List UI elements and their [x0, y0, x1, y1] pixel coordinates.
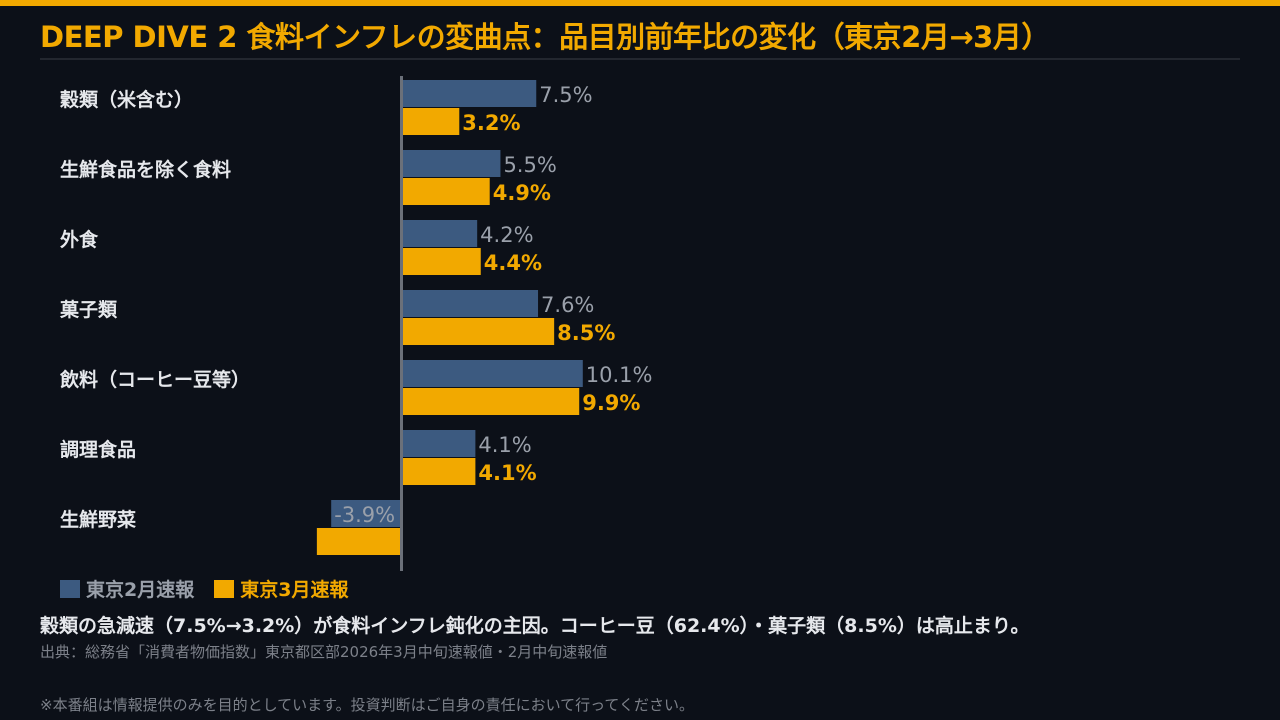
- legend-swatch-mar: [214, 579, 235, 598]
- data-label: 4.1%: [478, 433, 531, 457]
- bar-feb: [402, 430, 476, 457]
- data-label: -3.9%: [334, 503, 395, 527]
- source-text: 出典：総務省「消費者物価指数」東京都区部2026年3月中旬速報値・2月中旬速報値: [40, 643, 608, 661]
- bar-feb: [402, 220, 478, 247]
- data-label: 3.2%: [462, 111, 520, 135]
- data-label: 5.5%: [503, 153, 556, 177]
- data-label: 10.1%: [586, 363, 653, 387]
- data-label: 4.9%: [493, 181, 551, 205]
- bar-feb: [402, 150, 501, 177]
- top-accent-bar: [0, 0, 1280, 6]
- bar-chart: 穀類（米含む） 7.5% 3.2% 生鮮食品を除く食料 5.5% 4.9% 外食 4.2% 4.…: [59, 76, 653, 571]
- bar-mar: [316, 528, 401, 555]
- category-label: 外食: [60, 228, 99, 251]
- bar-mar: [402, 318, 555, 345]
- bar-feb: [402, 80, 537, 107]
- category-label: 調理食品: [60, 438, 136, 461]
- disclaimer: ※本番組は情報提供のみを目的としています。投資判断はご自身の責任において行ってく…: [40, 696, 694, 714]
- bar-mar: [402, 248, 481, 275]
- data-label: 7.5%: [539, 83, 592, 107]
- bar-mar: [402, 458, 476, 485]
- bar-feb: [402, 360, 583, 387]
- summary-note: 穀類の急減速（7.5%→3.2%）が食料インフレ鈍化の主因。コーヒー豆（62.4…: [40, 615, 1030, 637]
- page-title: DEEP DIVE 2 食料インフレの変曲点：品目別前年比の変化（東京2月→3月…: [40, 20, 1050, 54]
- data-label: 4.1%: [478, 461, 536, 485]
- legend-label-feb: 東京2月速報: [86, 579, 195, 601]
- legend: 東京2月速報 東京3月速報: [60, 575, 348, 602]
- data-label: 4.4%: [484, 251, 542, 275]
- legend-swatch-feb: [60, 579, 80, 598]
- category-label: 菓子類: [59, 298, 118, 321]
- bar-mar: [402, 178, 490, 205]
- category-label: 生鮮食品を除く食料: [60, 158, 231, 181]
- category-label: 穀類（米含む）: [60, 88, 193, 111]
- data-label: 8.5%: [557, 321, 615, 345]
- data-label: 9.9%: [582, 391, 640, 415]
- data-label: 7.6%: [541, 293, 594, 317]
- data-label: 4.2%: [480, 223, 533, 247]
- bar-mar: [402, 108, 460, 135]
- category-label: 飲料（コーヒー豆等）: [59, 368, 250, 391]
- bar-feb: [331, 500, 401, 527]
- title-divider: [40, 58, 1240, 60]
- zero-axis: [400, 76, 403, 571]
- bar-feb: [402, 290, 539, 317]
- legend-label-mar: 東京3月速報: [240, 579, 349, 601]
- category-label: 生鮮野菜: [60, 508, 136, 531]
- bar-mar: [402, 388, 580, 415]
